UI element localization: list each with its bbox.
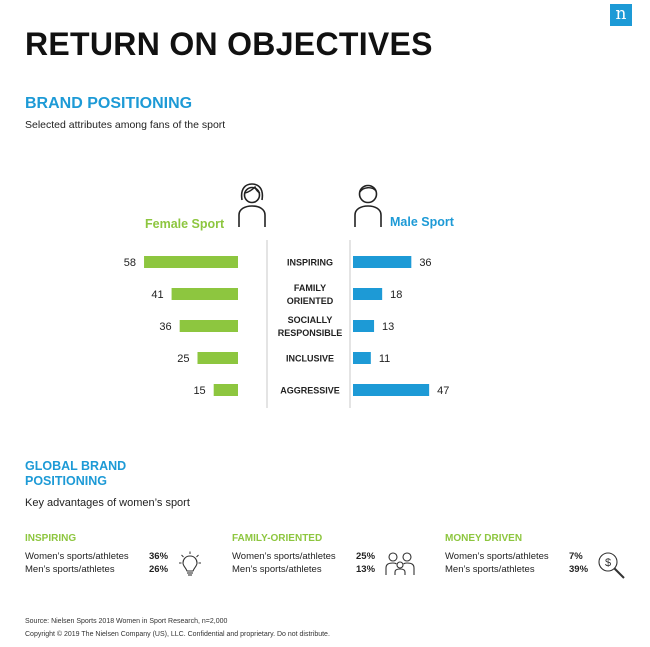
bar-male — [353, 384, 430, 396]
row-label: Men’s sports/athletes — [25, 564, 115, 575]
card-inspiring: INSPIRING Women’s sports/athletes 36% Me… — [25, 533, 225, 577]
category-label: INSPIRING — [287, 258, 333, 268]
bar-female — [213, 384, 238, 396]
card-title: MONEY DRIVEN — [445, 533, 523, 544]
male-person-icon — [354, 184, 382, 227]
row-label: Women’s sports/athletes — [445, 551, 549, 562]
card-row-men: Men’s sports/athletes 26% — [25, 564, 225, 577]
row-value: 7% — [569, 551, 583, 562]
row-label: Men’s sports/athletes — [232, 564, 322, 575]
data-label-female: 58 — [124, 257, 136, 269]
global-brand-positioning-title: GLOBAL BRAND POSITIONING — [25, 459, 127, 488]
brand-positioning-title: BRAND POSITIONING — [25, 95, 193, 112]
bar-female — [144, 256, 238, 268]
family-icon — [385, 552, 415, 575]
row-label: Men’s sports/athletes — [445, 564, 535, 575]
bar-male — [353, 320, 375, 332]
card-title: FAMILY-ORIENTED — [232, 533, 323, 544]
lightbulb-icon — [179, 551, 201, 576]
data-label-male: 13 — [382, 321, 394, 333]
data-label-female: 25 — [177, 353, 189, 365]
data-label-male: 11 — [379, 353, 390, 365]
category-label: SOCIALLY — [288, 315, 333, 325]
row-label: Women’s sports/athletes — [232, 551, 336, 562]
row-value: 26% — [149, 564, 169, 575]
bar-male — [353, 256, 412, 268]
card-row-women: Women’s sports/athletes 7% — [445, 551, 645, 564]
bar-male — [353, 352, 371, 364]
money-magnifier-icon: $ — [598, 552, 625, 579]
copyright-note: Copyright © 2019 The Nielsen Company (US… — [25, 631, 330, 638]
bar-female — [179, 320, 238, 332]
data-label-female: 15 — [193, 385, 205, 397]
row-value: 39% — [569, 564, 589, 575]
nielsen-logo: n — [610, 4, 632, 26]
card-family-oriented: FAMILY-ORIENTED Women’s sports/athletes … — [232, 533, 432, 577]
female-person-icon — [238, 183, 266, 227]
category-label: AGGRESSIVE — [280, 386, 340, 396]
card-row-women: Women’s sports/athletes 36% — [25, 551, 225, 564]
legend-female-sport: Female Sport — [145, 217, 225, 231]
card-row-women: Women’s sports/athletes 25% — [232, 551, 432, 564]
svg-text:$: $ — [605, 557, 611, 569]
category-label: INCLUSIVE — [286, 354, 334, 364]
bar-female — [197, 352, 238, 364]
card-row-men: Men’s sports/athletes 13% — [232, 564, 432, 577]
card-row-men: Men’s sports/athletes 39% — [445, 564, 645, 577]
data-label-female: 36 — [159, 321, 171, 333]
data-label-male: 36 — [419, 257, 431, 269]
bar-female — [171, 288, 238, 300]
legend-male-sport: Male Sport — [390, 215, 454, 229]
category-label: ORIENTED — [287, 296, 334, 306]
card-money-driven: MONEY DRIVEN Women’s sports/athletes 7% … — [445, 533, 645, 579]
data-label-female: 41 — [151, 289, 163, 301]
row-label: Women’s sports/athletes — [25, 551, 129, 562]
page-title: RETURN ON OBJECTIVES — [25, 26, 433, 62]
card-title: INSPIRING — [25, 533, 77, 544]
row-value: 13% — [356, 564, 376, 575]
global-brand-positioning-subtitle: Key advantages of women’s sport — [25, 497, 190, 509]
bar-male — [353, 288, 383, 300]
brand-positioning-chart: 58 36 INSPIRING 41 18 FAMILY ORIENTED 36 13 SOCIA… — [124, 240, 449, 408]
row-value: 25% — [356, 551, 376, 562]
source-note: Source: Nielsen Sports 2018 Women in Spo… — [25, 618, 228, 625]
data-label-male: 47 — [437, 385, 449, 397]
brand-positioning-subtitle: Selected attributes among fans of the sp… — [25, 119, 226, 131]
category-label: RESPONSIBLE — [278, 328, 343, 338]
row-value: 36% — [149, 551, 169, 562]
category-label: FAMILY — [294, 283, 326, 293]
data-label-male: 18 — [390, 289, 402, 301]
